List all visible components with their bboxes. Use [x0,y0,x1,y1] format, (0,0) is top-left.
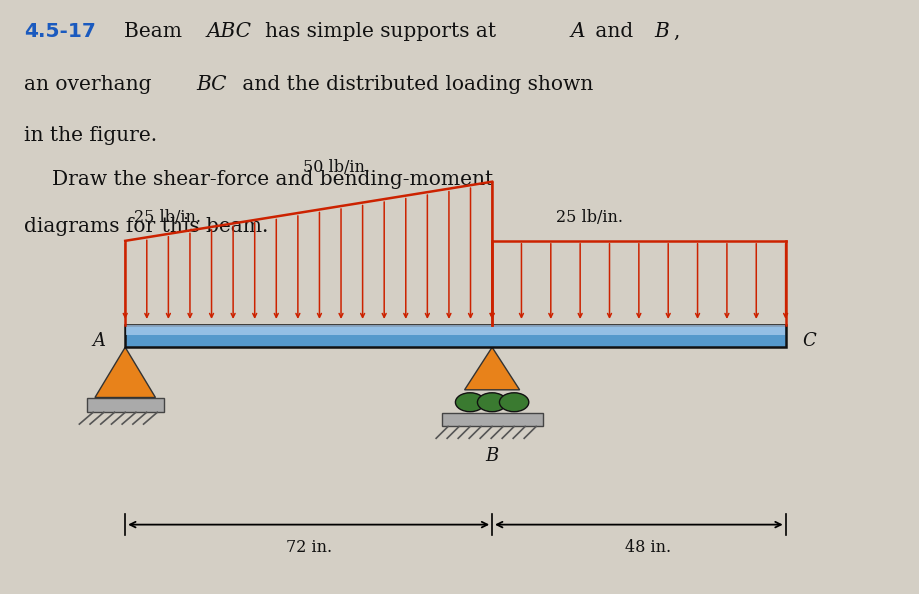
Text: BC: BC [197,75,227,94]
Text: A: A [92,331,105,349]
Text: 25 lb/in.: 25 lb/in. [134,209,201,226]
Text: in the figure.: in the figure. [24,125,157,144]
Text: has simple supports at: has simple supports at [265,22,502,41]
Text: 48 in.: 48 in. [624,539,670,557]
Text: 72 in.: 72 in. [285,539,332,557]
Text: an overhang: an overhang [24,75,158,94]
Text: Beam: Beam [124,22,188,41]
Circle shape [499,393,528,412]
Text: 25 lb/in.: 25 lb/in. [556,209,623,226]
Text: diagrams for this beam.: diagrams for this beam. [24,217,268,236]
FancyBboxPatch shape [441,413,542,426]
Text: Draw the shear-force and bending-moment: Draw the shear-force and bending-moment [51,170,493,189]
Text: ,: , [673,22,679,41]
Text: A: A [570,22,584,41]
Text: C: C [801,331,815,349]
Text: 50 lb/in.: 50 lb/in. [302,159,369,176]
Text: 4.5-17: 4.5-17 [24,22,96,41]
FancyBboxPatch shape [86,397,164,412]
Text: B: B [485,447,498,465]
Circle shape [455,393,484,412]
Polygon shape [95,347,155,397]
Polygon shape [464,347,519,390]
Text: B: B [653,22,668,41]
Text: and: and [588,22,639,41]
FancyBboxPatch shape [126,326,784,335]
Text: ABC: ABC [207,22,252,41]
Circle shape [477,393,506,412]
FancyBboxPatch shape [125,325,785,347]
Text: and the distributed loading shown: and the distributed loading shown [235,75,593,94]
